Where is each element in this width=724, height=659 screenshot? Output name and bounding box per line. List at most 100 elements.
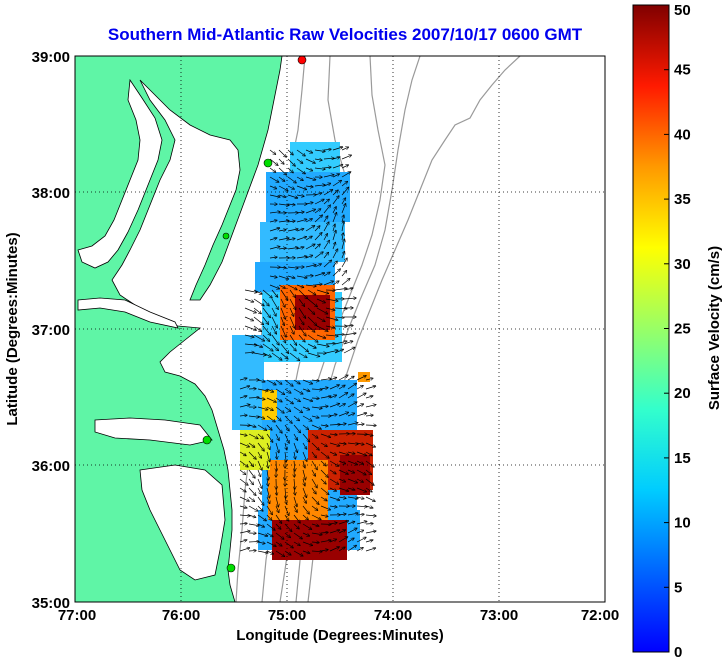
velocity-vector	[269, 228, 280, 232]
x-tick-label: 72:00	[581, 607, 619, 624]
velocity-vector	[338, 469, 348, 474]
velocity-vector	[239, 523, 247, 524]
velocity-vector	[341, 271, 347, 277]
velocity-vector	[257, 442, 264, 451]
velocity-vector	[334, 288, 347, 290]
velocity-vector	[356, 393, 366, 399]
velocity-vector	[356, 443, 364, 445]
velocity-vector	[320, 460, 326, 466]
velocity-vector	[266, 523, 275, 530]
pamlico-sound	[139, 464, 226, 581]
velocity-vector	[257, 514, 266, 521]
velocity-vector	[311, 542, 319, 543]
x-tick-label: 74:00	[374, 607, 412, 624]
velocity-vector	[262, 307, 270, 318]
velocity-vector	[329, 395, 336, 399]
velocity-vector	[329, 547, 339, 552]
velocity-vector	[269, 149, 276, 154]
velocity-vector	[334, 341, 347, 345]
velocity-vector	[323, 149, 331, 150]
velocity-vector	[253, 316, 263, 325]
velocity-vector	[305, 203, 313, 205]
velocity-vector	[356, 413, 367, 417]
velocity-vector	[293, 550, 303, 556]
velocity-vector	[257, 460, 262, 470]
velocity-vector	[329, 487, 336, 491]
velocity-vector	[278, 158, 284, 164]
velocity-vector	[280, 289, 288, 300]
velocity-vector	[287, 194, 298, 198]
colorbar-tick-label: 10	[674, 515, 691, 532]
velocity-vector	[298, 343, 308, 352]
velocity-vector	[347, 469, 354, 473]
velocity-vector	[314, 150, 325, 152]
velocity-vector	[323, 281, 333, 286]
velocity-vector	[356, 487, 366, 492]
velocity-vector	[320, 388, 328, 389]
colorbar-tick-label: 0	[674, 644, 682, 659]
velocity-vector	[316, 307, 328, 314]
velocity-vector	[280, 298, 285, 307]
y-axis-label: Latitude (Degrees:Minutes)	[4, 232, 21, 425]
velocity-vector	[305, 176, 316, 180]
velocity-vector	[365, 434, 373, 436]
x-axis: 77:00 76:00 75:00 74:00 73:00 72:00	[58, 607, 619, 624]
velocity-vector	[347, 513, 358, 515]
velocity-vector	[298, 307, 306, 318]
x-axis-label: Longitude (Degrees:Minutes)	[236, 627, 444, 644]
velocity-vector	[257, 406, 268, 410]
velocity-vector	[239, 531, 250, 534]
colorbar-tick-label: 25	[674, 321, 691, 338]
velocity-vector	[356, 469, 366, 475]
velocity-vector	[296, 247, 304, 249]
velocity-vector	[293, 442, 297, 452]
velocity-vector	[338, 537, 348, 543]
velocity-vector	[320, 425, 328, 426]
velocity-vector	[356, 548, 363, 552]
velocity-vector	[341, 258, 347, 268]
velocity-vector	[338, 412, 348, 417]
velocity-vector	[287, 229, 298, 232]
velocity-vector	[257, 487, 261, 494]
velocity-vector	[239, 487, 246, 492]
velocity-vector	[262, 289, 272, 298]
velocity-vector	[356, 497, 364, 499]
velocity-vector	[287, 167, 293, 173]
velocity-vector	[302, 496, 306, 503]
velocity-vector	[314, 284, 322, 285]
velocity-vector	[338, 375, 348, 381]
velocity-vector	[269, 284, 279, 289]
velocity-vector	[244, 352, 254, 353]
velocity-vector	[347, 488, 355, 490]
velocity-vector	[287, 284, 297, 290]
velocity-vector	[248, 514, 256, 517]
velocity-vector	[329, 523, 337, 524]
velocity-vector	[244, 325, 256, 330]
velocity-vector	[266, 487, 270, 498]
velocity-vector	[267, 478, 268, 486]
velocity-vector	[275, 550, 284, 556]
velocity-vector	[298, 334, 305, 342]
velocity-vector	[239, 442, 249, 447]
velocity-vector	[302, 433, 310, 442]
velocity-vector	[302, 424, 308, 429]
velocity-vector	[314, 244, 320, 250]
velocity-vector	[356, 521, 367, 525]
velocity-vector	[284, 514, 289, 521]
velocity-vector	[307, 307, 315, 314]
velocity-vector	[356, 478, 363, 482]
velocity-vector	[325, 307, 335, 310]
velocity-vector	[302, 397, 313, 401]
velocity-vector	[266, 496, 270, 504]
velocity-vector	[293, 388, 303, 394]
velocity-vector	[329, 478, 339, 484]
velocity-vector	[314, 209, 321, 214]
velocity-vector	[311, 442, 319, 450]
velocity-vector	[334, 308, 347, 309]
velocity-vector	[314, 215, 322, 223]
velocity-vector	[278, 284, 285, 288]
velocity-vector	[257, 398, 265, 399]
velocity-vector	[298, 289, 307, 299]
velocity-vector	[278, 185, 288, 191]
